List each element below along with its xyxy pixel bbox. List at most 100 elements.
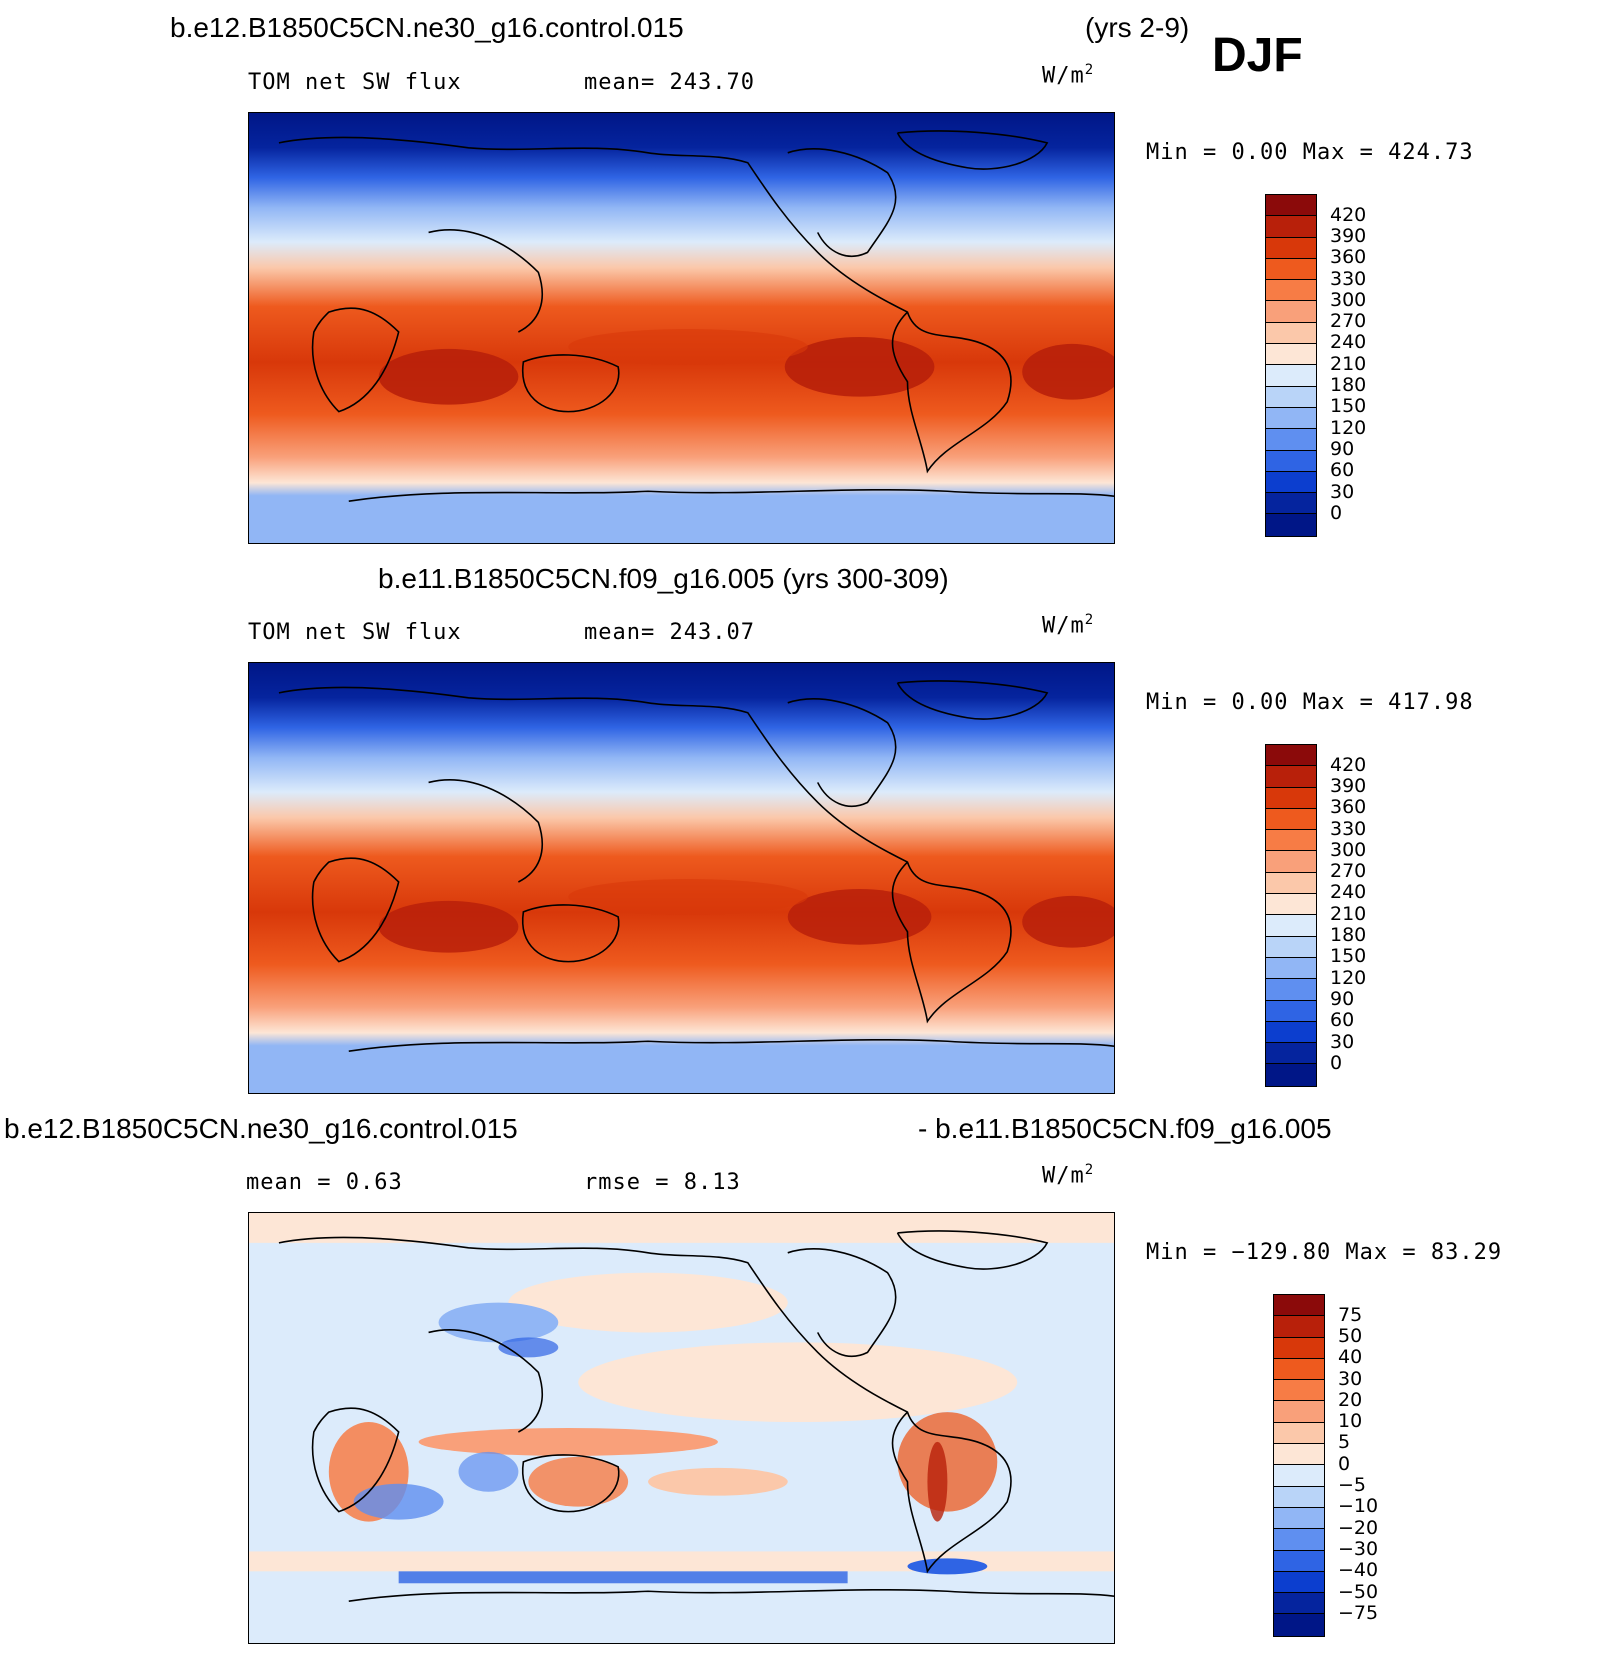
colorbar-tick-label: 300 xyxy=(1330,838,1367,861)
colorbar-swatch xyxy=(1266,195,1316,217)
colorbar-swatch xyxy=(1266,745,1316,767)
colorbar-tick-label: 150 xyxy=(1330,395,1367,418)
colorbar-swatch xyxy=(1266,493,1316,515)
colorbar-swatch xyxy=(1266,237,1316,259)
colorbar-swatch xyxy=(1266,979,1316,1001)
colorbar-tick-label: 360 xyxy=(1330,246,1367,269)
panel1-map xyxy=(248,112,1115,544)
colorbar-swatch xyxy=(1274,1614,1324,1636)
colorbar-tick-label: −50 xyxy=(1338,1580,1379,1603)
panel2-map-svg xyxy=(249,663,1114,1093)
panel2-units: W/m2 xyxy=(1042,612,1095,639)
colorbar-swatch xyxy=(1266,1000,1316,1022)
colorbar-swatch xyxy=(1266,915,1316,937)
colorbar-swatch xyxy=(1266,766,1316,788)
colorbar-swatch xyxy=(1266,872,1316,895)
colorbar-tick-label: 75 xyxy=(1338,1303,1363,1326)
panel2-field: TOM net SW flux xyxy=(248,620,462,645)
colorbar-tick-label: 180 xyxy=(1330,924,1367,947)
case2-title: b.e11.B1850C5CN.f09_g16.005 (yrs 300-309… xyxy=(378,563,949,594)
panel3-mean: mean = 0.63 xyxy=(246,1170,403,1195)
panel3-units: W/m2 xyxy=(1042,1162,1095,1189)
colorbar-tick-label: 90 xyxy=(1330,437,1355,460)
colorbar-swatch xyxy=(1274,1571,1324,1594)
colorbar-swatch xyxy=(1274,1486,1324,1508)
colorbar-swatch xyxy=(1274,1295,1324,1317)
colorbar-swatch xyxy=(1274,1507,1324,1530)
colorbar-tick-label: 330 xyxy=(1330,817,1367,840)
colorbar-swatch xyxy=(1266,322,1316,345)
colorbar-tick-label: 270 xyxy=(1330,860,1367,883)
colorbar-swatch xyxy=(1266,280,1316,302)
colorbar-1 xyxy=(1265,194,1317,537)
colorbar-tick-label: 0 xyxy=(1330,501,1343,524)
colorbar-tick-label: 5 xyxy=(1338,1431,1351,1454)
panel1-mean: mean= 243.70 xyxy=(584,70,755,95)
colorbar-swatch xyxy=(1266,936,1316,958)
panel3-map-svg xyxy=(249,1213,1114,1643)
colorbar-swatch xyxy=(1274,1465,1324,1487)
colorbar-tick-label: 90 xyxy=(1330,987,1355,1010)
colorbar-swatch xyxy=(1274,1550,1324,1572)
colorbar-tick-label: −75 xyxy=(1338,1601,1379,1624)
case1-title: b.e12.B1850C5CN.ne30_g16.control.015 xyxy=(170,12,684,43)
colorbar-swatch xyxy=(1274,1444,1324,1466)
diff-left-title: b.e12.B1850C5CN.ne30_g16.control.015 xyxy=(4,1113,518,1144)
colorbar-tick-label: 60 xyxy=(1330,1009,1355,1032)
panel1-field: TOM net SW flux xyxy=(248,70,462,95)
colorbar-3 xyxy=(1273,1294,1325,1637)
diff-right-title: - b.e11.B1850C5CN.f09_g16.005 xyxy=(918,1113,1332,1144)
colorbar-swatch xyxy=(1266,957,1316,980)
colorbar-tick-label: 210 xyxy=(1330,902,1367,925)
colorbar-tick-label: 210 xyxy=(1330,352,1367,375)
colorbar-tick-label: 420 xyxy=(1330,203,1367,226)
colorbar-tick-label: 240 xyxy=(1330,881,1367,904)
colorbar-tick-label: −10 xyxy=(1338,1495,1379,1518)
colorbar-swatch xyxy=(1266,1064,1316,1086)
panel1-map-svg xyxy=(249,113,1114,543)
colorbar-swatch xyxy=(1266,301,1316,323)
colorbar-tick-label: −40 xyxy=(1338,1559,1379,1582)
colorbar-swatch xyxy=(1266,1043,1316,1065)
colorbar-tick-label: 300 xyxy=(1330,288,1367,311)
colorbar-swatch xyxy=(1274,1401,1324,1423)
colorbar-swatch xyxy=(1266,851,1316,873)
colorbar-tick-label: 50 xyxy=(1338,1324,1363,1347)
colorbar-swatch xyxy=(1266,386,1316,408)
colorbar-swatch xyxy=(1266,216,1316,238)
panel2-mean: mean= 243.07 xyxy=(584,620,755,645)
colorbar-swatch xyxy=(1266,471,1316,494)
panel2-map xyxy=(248,662,1115,1094)
case1-years: (yrs 2-9) xyxy=(1085,12,1190,43)
colorbar-tick-label: 270 xyxy=(1330,310,1367,333)
colorbar-tick-label: 150 xyxy=(1330,945,1367,968)
colorbar-swatch xyxy=(1266,258,1316,281)
colorbar-swatch xyxy=(1274,1422,1324,1445)
panel1-minmax: Min = 0.00 Max = 424.73 xyxy=(1146,140,1474,165)
colorbar-swatch xyxy=(1266,808,1316,831)
colorbar-swatch xyxy=(1266,450,1316,472)
colorbar-tick-label: 120 xyxy=(1330,966,1367,989)
colorbar-swatch xyxy=(1266,429,1316,451)
colorbar-swatch xyxy=(1266,830,1316,852)
colorbar-2 xyxy=(1265,744,1317,1087)
colorbar-swatch xyxy=(1266,787,1316,809)
colorbar-swatch xyxy=(1266,407,1316,430)
colorbar-tick-label: 30 xyxy=(1338,1367,1363,1390)
colorbar-swatch xyxy=(1266,514,1316,536)
colorbar-tick-label: 30 xyxy=(1330,1030,1355,1053)
colorbar-tick-label: 390 xyxy=(1330,774,1367,797)
panel3-rmse: rmse = 8.13 xyxy=(584,1170,741,1195)
colorbar-swatch xyxy=(1274,1593,1324,1615)
colorbar-tick-label: 420 xyxy=(1330,753,1367,776)
panel2-minmax: Min = 0.00 Max = 417.98 xyxy=(1146,690,1474,715)
colorbar-swatch xyxy=(1274,1529,1324,1551)
colorbar-tick-label: 10 xyxy=(1338,1410,1363,1433)
colorbar-swatch xyxy=(1266,344,1316,366)
panel1-units: W/m2 xyxy=(1042,62,1095,89)
colorbar-swatch xyxy=(1266,1021,1316,1044)
colorbar-swatch xyxy=(1274,1380,1324,1402)
season-label: DJF xyxy=(1212,29,1303,82)
colorbar-tick-label: −5 xyxy=(1338,1474,1367,1497)
colorbar-tick-label: 390 xyxy=(1330,224,1367,247)
